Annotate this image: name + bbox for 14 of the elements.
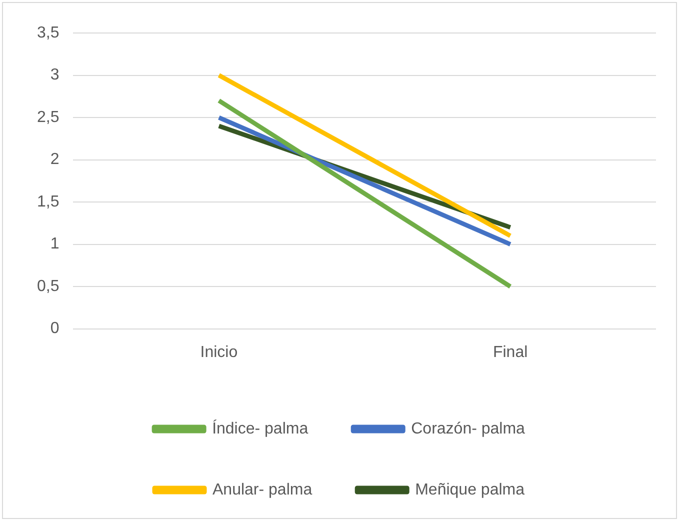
y-tick-label: 2,5	[36, 108, 60, 126]
y-tick-label: 3	[50, 66, 60, 84]
x-tick-label: Final	[492, 344, 528, 361]
legend-label: Índice- palma	[212, 419, 308, 438]
y-tick-label: 1	[50, 236, 60, 253]
y-tick-label: 2	[50, 151, 60, 168]
y-tick-label: 3,5	[36, 24, 60, 42]
legend-label: Anular- palma	[212, 481, 312, 498]
y-tick-label: 0,5	[36, 278, 60, 295]
y-tick-label: 0	[50, 320, 60, 338]
x-tick-label: Inicio	[200, 344, 238, 361]
y-tick-label: 1,5	[36, 193, 60, 210]
legend-label: Corazón- palma	[411, 420, 526, 438]
legend-label: Meñique palma	[415, 481, 525, 498]
